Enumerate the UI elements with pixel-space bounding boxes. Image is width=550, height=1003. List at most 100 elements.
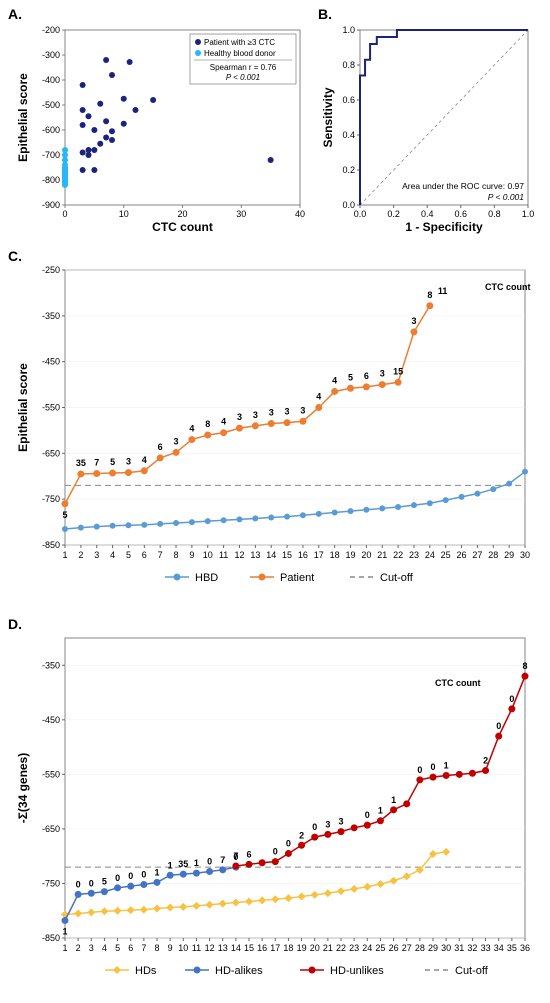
- svg-text:2: 2: [483, 756, 488, 766]
- svg-text:30: 30: [520, 550, 530, 560]
- svg-text:0: 0: [286, 838, 291, 848]
- svg-text:HD-alikes: HD-alikes: [215, 965, 263, 977]
- svg-text:0: 0: [207, 856, 212, 866]
- svg-text:0.6: 0.6: [455, 209, 468, 219]
- svg-text:7: 7: [94, 458, 99, 468]
- svg-text:3: 3: [380, 369, 385, 379]
- svg-text:0.4: 0.4: [421, 209, 434, 219]
- svg-text:15: 15: [244, 943, 254, 953]
- svg-text:21: 21: [377, 550, 387, 560]
- svg-text:5: 5: [102, 877, 107, 887]
- svg-text:22: 22: [393, 550, 403, 560]
- svg-text:-400: -400: [42, 75, 60, 85]
- svg-text:18: 18: [330, 550, 340, 560]
- svg-text:Epithelial score: Epithelial score: [16, 363, 30, 452]
- svg-text:1: 1: [168, 860, 173, 870]
- svg-text:15: 15: [393, 366, 403, 376]
- svg-text:26: 26: [389, 943, 399, 953]
- svg-text:0: 0: [417, 765, 422, 775]
- svg-text:11: 11: [219, 550, 228, 560]
- svg-text:0.2: 0.2: [342, 165, 355, 175]
- svg-text:3: 3: [411, 316, 416, 326]
- panel-d-line: -850-750-650-550-450-3501234567891011121…: [10, 623, 540, 993]
- svg-text:P < 0.001: P < 0.001: [488, 192, 525, 202]
- svg-text:-250: -250: [42, 265, 60, 275]
- svg-text:-200: -200: [42, 25, 60, 35]
- panel-c-line: -850-750-650-550-450-350-250123456789101…: [10, 255, 540, 600]
- svg-text:Epithelial score: Epithelial score: [16, 73, 30, 162]
- svg-text:18: 18: [283, 943, 293, 953]
- svg-text:1: 1: [444, 760, 449, 770]
- svg-text:7: 7: [158, 550, 163, 560]
- svg-text:36: 36: [520, 943, 530, 953]
- svg-text:Healthy blood donor: Healthy blood donor: [204, 49, 276, 58]
- svg-text:1 - Specificity: 1 - Specificity: [405, 220, 483, 234]
- svg-text:35: 35: [507, 943, 517, 953]
- svg-text:5: 5: [115, 943, 120, 953]
- svg-text:20: 20: [310, 943, 320, 953]
- svg-text:29: 29: [504, 550, 514, 560]
- svg-text:3: 3: [269, 408, 274, 418]
- svg-text:-350: -350: [42, 311, 60, 321]
- svg-text:Patient: Patient: [280, 572, 314, 584]
- svg-text:15: 15: [282, 550, 292, 560]
- svg-text:4: 4: [110, 550, 115, 560]
- svg-text:3: 3: [237, 412, 242, 422]
- svg-text:Cut-off: Cut-off: [455, 965, 489, 977]
- svg-text:3: 3: [253, 410, 258, 420]
- svg-text:28: 28: [488, 550, 498, 560]
- svg-text:0: 0: [496, 721, 501, 731]
- svg-text:7: 7: [141, 943, 146, 953]
- svg-text:9: 9: [189, 550, 194, 560]
- svg-text:0.2: 0.2: [387, 209, 400, 219]
- svg-text:-300: -300: [42, 50, 60, 60]
- svg-text:3: 3: [94, 550, 99, 560]
- svg-text:-Σ(34 genes): -Σ(34 genes): [16, 753, 30, 824]
- svg-text:6: 6: [246, 849, 251, 859]
- svg-text:2: 2: [299, 830, 304, 840]
- svg-text:30: 30: [441, 943, 451, 953]
- svg-text:12: 12: [205, 943, 215, 953]
- svg-text:-800: -800: [42, 175, 60, 185]
- svg-text:19: 19: [297, 943, 307, 953]
- svg-text:HBD: HBD: [195, 572, 218, 584]
- svg-text:11: 11: [438, 286, 448, 296]
- figure-page: A. -900-800-700-600-500-400-300-20001020…: [0, 0, 550, 1003]
- svg-text:40: 40: [295, 209, 305, 219]
- svg-text:-750: -750: [42, 878, 60, 888]
- svg-text:17: 17: [270, 943, 280, 953]
- svg-text:6: 6: [128, 943, 133, 953]
- svg-text:1: 1: [62, 927, 67, 937]
- svg-text:2: 2: [78, 550, 83, 560]
- svg-text:-650: -650: [42, 824, 60, 834]
- svg-text:0.6: 0.6: [342, 95, 355, 105]
- svg-text:6: 6: [364, 371, 369, 381]
- svg-text:-850: -850: [42, 933, 60, 943]
- svg-text:-650: -650: [42, 448, 60, 458]
- svg-text:23: 23: [349, 943, 359, 953]
- svg-text:4: 4: [332, 375, 337, 385]
- svg-text:Spearman r = 0.76: Spearman r = 0.76: [210, 63, 277, 72]
- svg-text:9: 9: [168, 943, 173, 953]
- svg-text:1.0: 1.0: [342, 25, 355, 35]
- svg-text:16: 16: [298, 550, 308, 560]
- svg-text:26: 26: [457, 550, 467, 560]
- panel-b-roc: 0.00.20.40.60.81.00.00.20.40.60.81.01 - …: [318, 10, 540, 235]
- svg-text:10: 10: [119, 209, 129, 219]
- svg-text:8: 8: [174, 550, 179, 560]
- svg-text:24: 24: [425, 550, 435, 560]
- svg-text:23: 23: [409, 550, 419, 560]
- svg-text:-350: -350: [42, 660, 60, 670]
- svg-text:Area under the ROC curve: 0.97: Area under the ROC curve: 0.97: [402, 181, 524, 191]
- svg-text:1: 1: [194, 858, 199, 868]
- svg-text:CTC count: CTC count: [152, 220, 213, 234]
- svg-text:35: 35: [178, 859, 188, 869]
- svg-text:11: 11: [192, 943, 201, 953]
- svg-text:1: 1: [391, 795, 396, 805]
- svg-text:16: 16: [257, 943, 267, 953]
- svg-text:CTC count: CTC count: [435, 678, 481, 688]
- svg-text:3: 3: [174, 436, 179, 446]
- svg-text:3: 3: [338, 817, 343, 827]
- svg-text:CTC count: CTC count: [485, 282, 531, 292]
- svg-text:5: 5: [62, 510, 67, 520]
